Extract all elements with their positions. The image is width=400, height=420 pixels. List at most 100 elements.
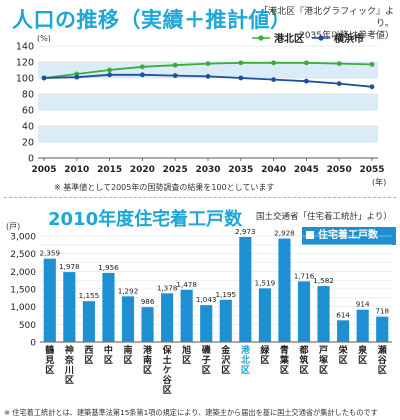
category-label-char: 区 xyxy=(319,365,328,376)
y-tick-label: 0 xyxy=(30,339,36,349)
bar-港北区 xyxy=(239,236,252,342)
x-tick-label: 2055 xyxy=(359,165,384,175)
data-point xyxy=(304,78,309,84)
category-label-char: 青 xyxy=(280,344,289,356)
population-source-line1: 「港北区『港北グラフィック』より。 xyxy=(259,7,394,29)
data-point xyxy=(271,77,276,82)
data-point xyxy=(74,74,80,80)
bar-value-label: 2,928 xyxy=(274,229,295,238)
data-point xyxy=(172,73,178,78)
x-tick-label: 2030 xyxy=(195,165,220,175)
bar-栄区 xyxy=(337,320,350,342)
category-label-char: 谷 xyxy=(378,354,388,366)
category-label-char: ケ xyxy=(163,365,172,376)
category-label-char: 瀬 xyxy=(378,344,387,356)
y-tick-label: 1,500 xyxy=(10,286,36,296)
category-label-char: 区 xyxy=(104,355,113,366)
bar-value-label: 1,716 xyxy=(294,271,315,280)
data-point xyxy=(271,60,276,66)
category-label-char: 区 xyxy=(241,365,250,376)
bar-value-label: 614 xyxy=(336,310,350,319)
category-label-char: 区 xyxy=(202,365,211,376)
category-label-char: 奈 xyxy=(64,354,75,366)
bar-value-label: 718 xyxy=(375,307,389,316)
bar-鶴見区 xyxy=(43,258,56,342)
bar-value-label: 1,043 xyxy=(196,295,217,304)
bar-value-label: 1,195 xyxy=(215,290,236,299)
bar-value-label: 1,978 xyxy=(59,262,80,271)
bar-value-label: 1,956 xyxy=(98,263,119,272)
y-tick-label: 2,500 xyxy=(10,250,36,260)
category-label-char: 港 xyxy=(241,344,251,356)
category-label-char: 区 xyxy=(45,365,54,376)
category-label-char: 谷 xyxy=(163,374,173,386)
bar-value-label: 2,973 xyxy=(235,227,256,236)
category-label-char: 区 xyxy=(280,365,289,376)
x-tick-label: 2005 xyxy=(31,165,56,175)
housing-chart-source: 国土交通省「住宅着工統計」より） xyxy=(256,212,392,222)
data-point xyxy=(107,67,112,73)
category-label-char: 金 xyxy=(220,344,231,356)
category-label-char: 区 xyxy=(339,355,348,366)
bar-value-label: 2,359 xyxy=(39,249,60,258)
population-note: ※ 基準値として2005年の国勢調査の結果を100としています xyxy=(54,183,275,192)
data-point xyxy=(369,62,375,67)
category-label-char: 筑 xyxy=(299,354,308,366)
bar-value-label: 1,292 xyxy=(118,286,139,295)
bar-value-label: 1,155 xyxy=(79,291,100,300)
y-tick-label: 1,000 xyxy=(10,303,36,313)
category-label-char: 区 xyxy=(123,355,132,366)
bar-旭区 xyxy=(180,289,193,342)
data-point xyxy=(140,64,145,70)
bar-泉区 xyxy=(356,309,369,342)
bar-港南区 xyxy=(141,307,154,342)
category-label-char: 南 xyxy=(123,344,132,356)
grid-band xyxy=(38,126,378,142)
bar-value-label: 1,378 xyxy=(157,283,178,292)
bar-磯子区 xyxy=(200,305,213,342)
category-label-char: 磯 xyxy=(202,344,211,356)
x-tick-label: 2025 xyxy=(163,165,188,175)
legend-label: 横浜市 xyxy=(334,32,364,45)
bar-value-label: 914 xyxy=(356,300,370,309)
category-label-char: 沢 xyxy=(221,354,231,366)
housing-y-unit: (戸) xyxy=(6,222,21,231)
category-label-char: 旭 xyxy=(181,344,191,356)
housing-bar-chart: 05001,0001,5002,0002,5003,0002,359鶴見区1,9… xyxy=(10,227,392,396)
bar-南区 xyxy=(121,296,135,342)
category-label-char: 南 xyxy=(143,354,152,366)
category-label-char: 栄 xyxy=(338,344,349,356)
population-x-unit: (年) xyxy=(372,178,387,187)
x-tick-label: 2020 xyxy=(130,165,155,175)
section-divider xyxy=(4,197,396,198)
y-tick-label: 2,000 xyxy=(10,268,36,278)
data-point xyxy=(140,72,145,78)
population-y-unit: (%) xyxy=(37,34,51,43)
bar-西区 xyxy=(82,301,95,342)
category-label-char: 泉 xyxy=(357,344,368,356)
y-tick-label: 0 xyxy=(28,154,34,165)
bar-保土ケ谷区 xyxy=(161,293,174,342)
category-label-char: 区 xyxy=(378,365,387,376)
y-tick-label: 100 xyxy=(16,74,34,85)
legend-marker xyxy=(318,35,324,41)
legend-swatch xyxy=(306,231,314,239)
data-point xyxy=(205,74,211,79)
housing-chart-title: 2010年度住宅着工戸数 xyxy=(48,209,243,230)
bar-青葉区 xyxy=(278,238,291,342)
category-label-char: 区 xyxy=(260,355,269,366)
y-tick-label: 140 xyxy=(16,42,34,53)
x-tick-label: 2040 xyxy=(261,165,286,175)
y-tick-label: 3,000 xyxy=(10,233,36,243)
category-label-char: 都 xyxy=(298,344,308,356)
legend-label: 港北区 xyxy=(274,32,304,45)
data-point xyxy=(238,60,244,66)
x-tick-label: 2050 xyxy=(327,165,352,175)
bar-value-label: 986 xyxy=(141,297,155,306)
data-point xyxy=(304,60,309,66)
data-point xyxy=(172,62,178,68)
category-label-char: 区 xyxy=(84,355,93,366)
category-label-char: 港 xyxy=(143,344,153,356)
bar-都筑区 xyxy=(297,281,311,342)
